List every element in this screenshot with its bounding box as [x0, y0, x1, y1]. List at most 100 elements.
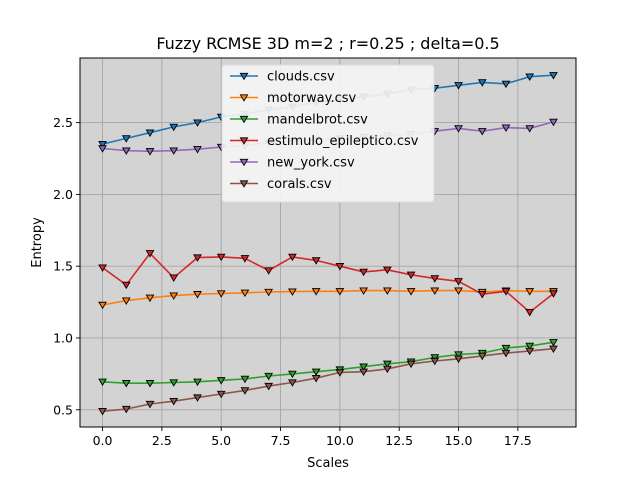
- data-point: [311, 368, 321, 377]
- x-tick-label: 15.0: [445, 433, 473, 448]
- data-point: [382, 287, 392, 295]
- data-point: [406, 288, 416, 296]
- data-point: [430, 275, 440, 283]
- data-point: [145, 294, 155, 303]
- data-point: [549, 339, 558, 347]
- data-point: [145, 380, 155, 388]
- data-point: [359, 287, 368, 295]
- data-point: [169, 398, 179, 406]
- data-point: [525, 347, 535, 356]
- y-tick-label: 2.0: [53, 187, 73, 202]
- data-point: [121, 281, 131, 290]
- data-point: [98, 264, 107, 272]
- legend-marker: [239, 158, 249, 167]
- data-point: [264, 372, 274, 381]
- legend-item-clouds: clouds.csv: [230, 70, 335, 85]
- data-point: [288, 288, 297, 296]
- y-tick-label: 2.5: [53, 115, 73, 130]
- data-point: [359, 363, 368, 372]
- data-point: [169, 147, 179, 155]
- legend-marker: [239, 72, 249, 81]
- data-point: [311, 257, 321, 265]
- data-point: [454, 287, 463, 295]
- data-point: [335, 263, 345, 271]
- legend-label: mandelbrot.csv: [267, 113, 368, 128]
- data-point: [359, 368, 368, 377]
- data-point: [98, 145, 107, 153]
- data-point: [501, 349, 511, 358]
- data-point: [430, 354, 440, 362]
- x-tick-label: 17.5: [504, 433, 532, 448]
- x-axis: 0.0 2.5 5.0 7.5 10.0 12.5 15.0 17.5: [93, 427, 532, 448]
- data-point: [335, 288, 345, 296]
- data-point: [454, 82, 463, 90]
- legend-box: [221, 64, 435, 203]
- data-point: [145, 250, 155, 258]
- data-point: [430, 287, 440, 295]
- data-point: [145, 400, 155, 409]
- legend-label: new_york.csv: [267, 156, 355, 171]
- x-tick-label: 10.0: [326, 433, 354, 448]
- series-estimulo-epileptico: [98, 250, 558, 317]
- data-point: [145, 129, 155, 137]
- series-layer: [98, 72, 558, 416]
- data-point: [216, 290, 226, 298]
- data-point: [98, 140, 107, 149]
- series-line: [102, 347, 554, 412]
- data-point: [549, 72, 558, 80]
- y-tick-label: 1.5: [53, 259, 73, 274]
- data-point: [240, 387, 250, 395]
- data-point: [121, 297, 131, 305]
- data-point: [240, 289, 250, 298]
- x-axis-label: Scales: [307, 456, 349, 471]
- data-point: [193, 119, 202, 127]
- data-point: [525, 73, 535, 81]
- data-point: [549, 118, 558, 127]
- data-point: [193, 394, 202, 402]
- legend-item-motorway: motorway.csv: [230, 91, 357, 106]
- data-point: [477, 352, 487, 361]
- x-tick-label: 2.5: [152, 433, 172, 448]
- data-point: [240, 255, 250, 263]
- data-point: [311, 375, 321, 383]
- data-point: [121, 380, 131, 388]
- data-point: [501, 288, 511, 296]
- x-tick-label: 12.5: [385, 433, 413, 448]
- data-point: [359, 268, 368, 277]
- data-point: [549, 345, 558, 354]
- x-tick-label: 0.0: [93, 433, 113, 448]
- data-point: [193, 146, 202, 154]
- data-point: [477, 128, 487, 136]
- data-point: [549, 290, 558, 298]
- data-point: [311, 288, 321, 296]
- data-point: [288, 379, 297, 387]
- data-point: [193, 378, 202, 387]
- legend-marker: [239, 115, 249, 124]
- data-point: [288, 370, 297, 379]
- data-point: [121, 147, 131, 155]
- data-point: [525, 288, 535, 296]
- data-point: [98, 301, 107, 310]
- data-point: [525, 342, 535, 351]
- x-tick-label: 7.5: [271, 433, 291, 448]
- legend-marker: [239, 94, 249, 102]
- legend-label: motorway.csv: [267, 91, 357, 106]
- data-point: [216, 253, 226, 262]
- plot-frame: [79, 57, 577, 428]
- x-tick-label: 5.0: [211, 433, 231, 448]
- data-point: [454, 355, 463, 364]
- data-point: [454, 125, 463, 133]
- data-point: [430, 357, 440, 366]
- data-point: [525, 308, 535, 317]
- legend-item-new-york: new_york.csv: [230, 156, 355, 171]
- y-axis-label: Entropy: [30, 217, 45, 268]
- series-line: [102, 252, 554, 314]
- data-point: [169, 274, 179, 282]
- data-point: [288, 253, 297, 262]
- data-point: [121, 135, 131, 143]
- legend-marker: [239, 180, 249, 188]
- y-axis: 0.5 1.0 1.5 2.0 2.5: [53, 115, 80, 417]
- data-point: [406, 271, 416, 280]
- data-point: [145, 148, 155, 156]
